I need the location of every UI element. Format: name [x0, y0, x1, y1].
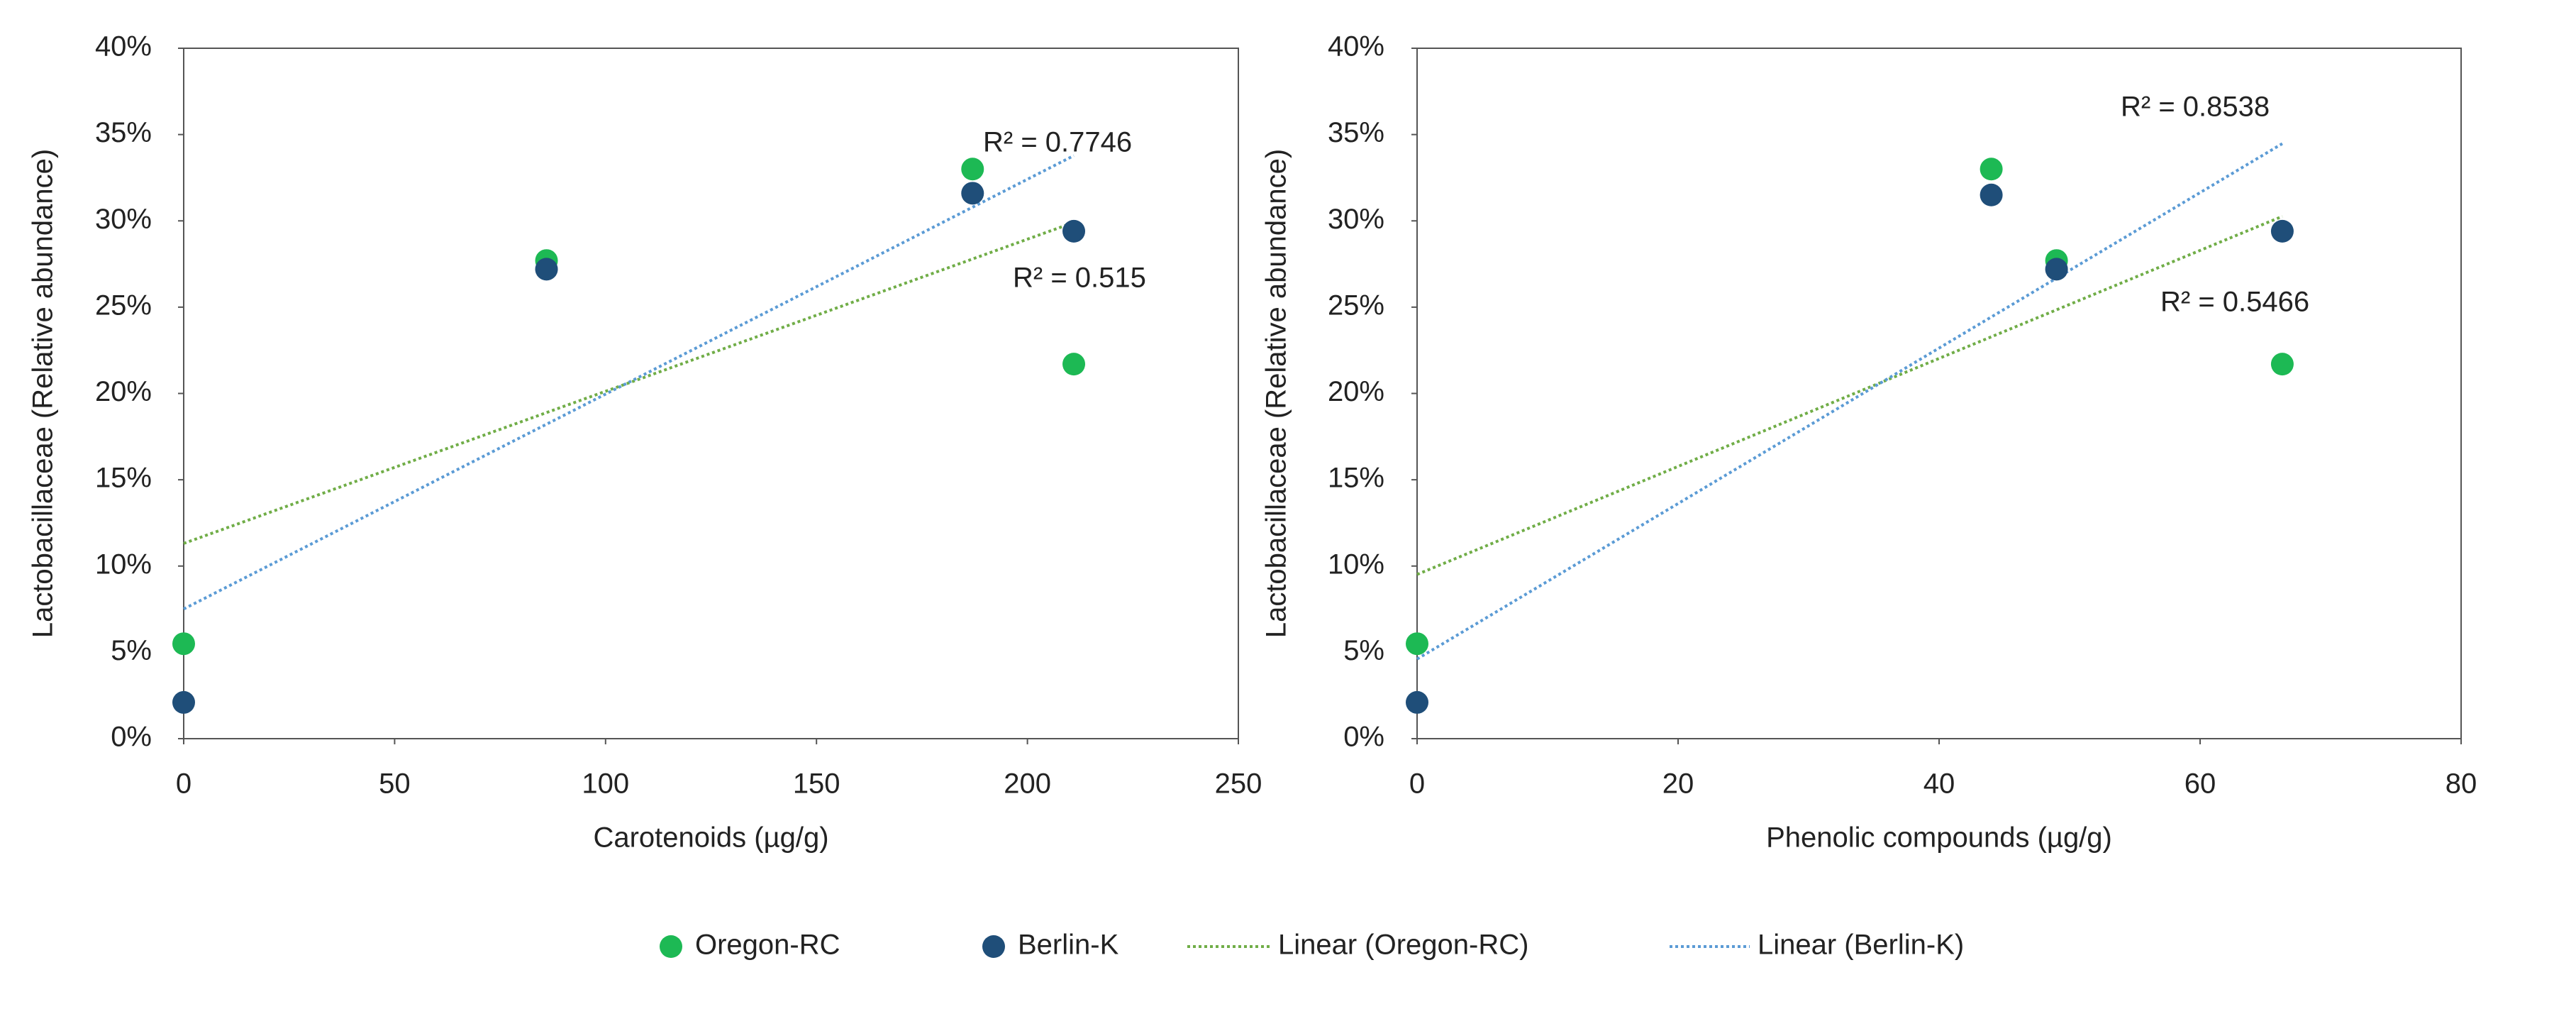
y-tick-label: 30%	[1328, 204, 1384, 235]
legend-label: Berlin-K	[1018, 930, 1119, 961]
legend-marker	[660, 935, 682, 958]
point	[1406, 690, 1428, 714]
point	[1062, 219, 1086, 243]
x-tick-label: 250	[1215, 768, 1262, 800]
r2-label: R² = 0.8538	[2121, 92, 2270, 123]
y-tick-label: 10%	[1328, 548, 1384, 580]
y-tick-label: 35%	[1328, 117, 1384, 148]
y-tick-label: 5%	[111, 635, 152, 666]
point	[535, 258, 558, 281]
y-tick-label: 40%	[95, 31, 152, 62]
y-tick-label: 15%	[1328, 463, 1384, 494]
point	[1980, 183, 2003, 206]
y-tick-label: 40%	[1328, 31, 1384, 62]
point	[172, 632, 195, 656]
trendline	[183, 221, 1075, 545]
y-tick-label: 0%	[111, 722, 152, 753]
point	[2270, 219, 2294, 243]
y-axis-title: Lactobacillaceae (Relative abundance)	[28, 149, 59, 638]
x-tick-label: 40	[1923, 768, 1955, 800]
y-axis-title: Lactobacillaceae (Relative abundance)	[1261, 149, 1292, 638]
y-tick-label: 25%	[1328, 290, 1384, 321]
legend-marker	[982, 935, 1005, 958]
trendline	[1416, 142, 2283, 661]
x-tick-label: 50	[379, 768, 411, 800]
y-tick-label: 15%	[95, 463, 152, 494]
y-tick-label: 30%	[95, 204, 152, 235]
x-tick-label: 100	[582, 768, 629, 800]
r2-label: R² = 0.5466	[2160, 287, 2309, 318]
x-tick-label: 20	[1662, 768, 1694, 800]
y-tick-label: 20%	[95, 376, 152, 407]
legend-label: Linear (Berlin-K)	[1758, 930, 1964, 961]
trendline	[183, 154, 1075, 611]
x-tick-label: 200	[1004, 768, 1051, 800]
legend-label: Linear (Oregon-RC)	[1278, 930, 1528, 961]
point	[1980, 158, 2003, 181]
x-tick-label: 150	[793, 768, 840, 800]
x-axis-title: Carotenoids (µg/g)	[593, 822, 828, 854]
x-axis-title: Phenolic compounds (µg/g)	[1766, 822, 2112, 854]
point	[961, 158, 984, 181]
y-tick-label: 20%	[1328, 376, 1384, 407]
x-tick-label: 80	[2445, 768, 2477, 800]
point	[172, 690, 195, 714]
point	[1406, 632, 1428, 656]
r2-label: R² = 0.515	[1013, 263, 1146, 294]
x-tick-label: 0	[176, 768, 191, 800]
trendline	[1416, 215, 2283, 576]
y-tick-label: 5%	[1343, 635, 1384, 666]
legend-label: Oregon-RC	[695, 930, 840, 961]
y-tick-label: 25%	[95, 290, 152, 321]
x-tick-label: 60	[2184, 768, 2216, 800]
point	[961, 182, 984, 205]
point	[2270, 353, 2294, 376]
y-tick-label: 35%	[95, 117, 152, 148]
y-tick-label: 10%	[95, 548, 152, 580]
y-tick-label: 0%	[1343, 722, 1384, 753]
x-tick-label: 0	[1409, 768, 1425, 800]
r2-label: R² = 0.7746	[983, 127, 1132, 158]
point	[1062, 353, 1086, 376]
plot-border	[1416, 48, 2462, 739]
point	[2045, 258, 2068, 281]
